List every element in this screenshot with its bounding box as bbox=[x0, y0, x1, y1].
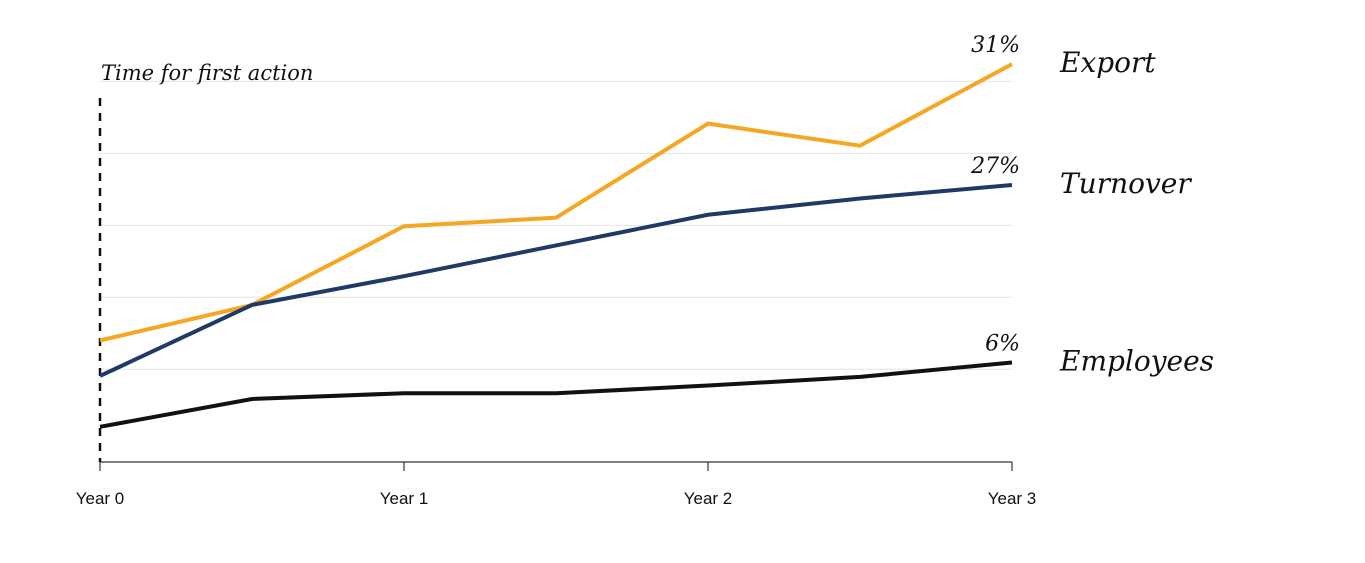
end-value-label-employees: 6% bbox=[985, 332, 1020, 357]
series-name-label-turnover: Turnover bbox=[1060, 167, 1192, 200]
series-labels: 31% Export 27% Turnover 6% Employees bbox=[970, 33, 1214, 377]
series-line-employees bbox=[99, 360, 1013, 429]
end-value-label-export: 31% bbox=[971, 33, 1020, 58]
series-name-label-employees: Employees bbox=[1059, 345, 1214, 378]
annotation-label: Time for first action bbox=[101, 61, 313, 85]
x-axis: Year 0 Year 1 Year 2 Year 3 bbox=[76, 98, 1037, 508]
x-tick-label: Year 3 bbox=[988, 489, 1037, 508]
x-tick-label: Year 1 bbox=[380, 489, 429, 508]
x-tick-label: Year 2 bbox=[684, 489, 733, 508]
x-tick-label: Year 0 bbox=[76, 489, 125, 508]
series-lines bbox=[99, 62, 1013, 429]
series-line-export bbox=[99, 62, 1013, 343]
series-name-label-export: Export bbox=[1059, 46, 1156, 79]
series-line-turnover bbox=[99, 183, 1013, 378]
gridlines bbox=[100, 80, 1012, 370]
end-value-label-turnover: 27% bbox=[970, 154, 1020, 179]
